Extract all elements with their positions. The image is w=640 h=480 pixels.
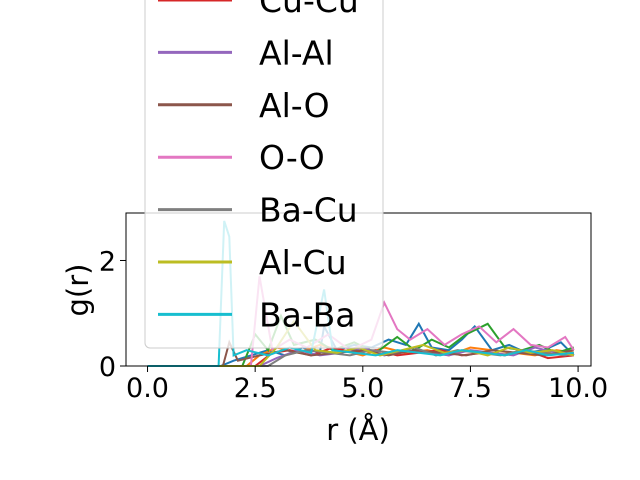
legend-label: Ba-Ba <box>259 295 355 334</box>
y-tick-label: 0 <box>99 352 116 383</box>
x-axis-label: r (Å) <box>326 413 390 447</box>
legend-label: Cu-Cu <box>259 0 359 20</box>
legend-label: Ba-Cu <box>259 191 358 230</box>
legend: Cu-Cu Al-Al Al-O O-O Ba-Cu Al-Cu Ba-Ba <box>144 0 384 349</box>
x-tick-label: 5.0 <box>341 373 384 404</box>
legend-label: Al-O <box>259 86 330 125</box>
legend-label: Al-Al <box>259 33 334 72</box>
x-tick-label: 0.0 <box>126 373 169 404</box>
x-tick-label: 10.0 <box>548 373 608 404</box>
legend-label: Al-Cu <box>259 243 347 282</box>
y-axis-label: g(r) <box>61 264 95 317</box>
x-tick-label: 7.5 <box>449 373 492 404</box>
axis-ticks: 0.0 2.5 5.0 7.5 10.0 0 2 <box>99 246 608 404</box>
x-tick-label: 2.5 <box>234 373 277 404</box>
legend-label: O-O <box>259 138 325 177</box>
y-tick-label: 2 <box>99 246 116 277</box>
